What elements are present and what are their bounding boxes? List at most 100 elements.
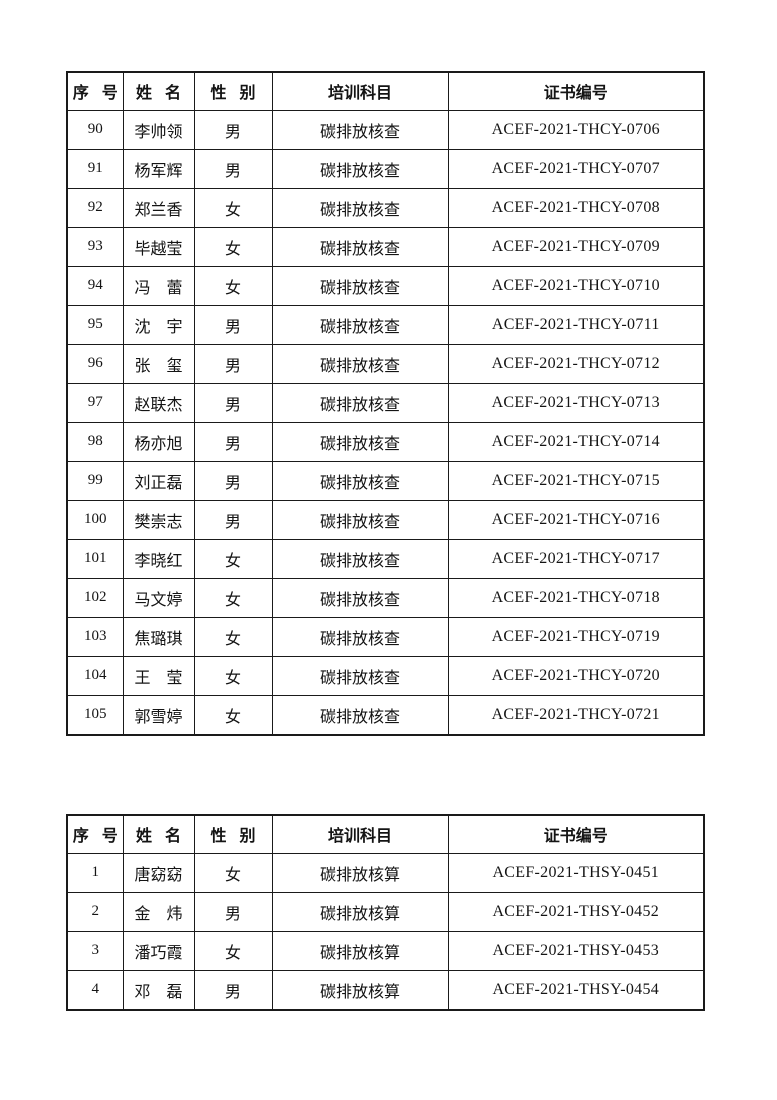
cell-certificate-number: ACEF-2021-THCY-0720 — [447, 655, 705, 696]
cell-gender: 男 — [193, 109, 273, 150]
column-header-name: 姓 名 — [122, 71, 195, 111]
cell-name: 杨军辉 — [122, 148, 195, 189]
cell-training-subject: 碳排放核查 — [271, 538, 449, 579]
cell-certificate-number: ACEF-2021-THSY-0451 — [447, 852, 705, 893]
cell-training-subject: 碳排放核查 — [271, 499, 449, 540]
cell-name: 樊崇志 — [122, 499, 195, 540]
cell-gender: 男 — [193, 148, 273, 189]
column-header-serial-number: 序 号 — [66, 71, 124, 111]
table-header-row: 序 号姓 名性 别培训科目 证书编号 — [66, 814, 705, 854]
cell-certificate-number: ACEF-2021-THCY-0706 — [447, 109, 705, 150]
table-row: 100 樊崇志男碳排放核查 ACEF-2021-THCY-0716 — [66, 499, 705, 540]
column-header-certificate-number: 证书编号 — [447, 71, 705, 111]
cell-training-subject: 碳排放核查 — [271, 616, 449, 657]
cell-gender: 男 — [193, 304, 273, 345]
column-header-training-subject: 培训科目 — [271, 71, 449, 111]
table-row: 99 刘正磊男碳排放核查 ACEF-2021-THCY-0715 — [66, 460, 705, 501]
table-header-row: 序 号姓 名性 别培训科目 证书编号 — [66, 71, 705, 111]
column-header-gender: 性 别 — [193, 71, 273, 111]
cell-name: 王 莹 — [122, 655, 195, 696]
cell-name: 金 炜 — [122, 891, 195, 932]
cell-serial-number: 104 — [66, 655, 124, 696]
cell-certificate-number: ACEF-2021-THCY-0717 — [447, 538, 705, 579]
table-row: 3 潘巧霞女碳排放核算 ACEF-2021-THSY-0453 — [66, 930, 705, 971]
cell-certificate-number: ACEF-2021-THCY-0714 — [447, 421, 705, 462]
cell-serial-number: 93 — [66, 226, 124, 267]
cell-name: 焦璐琪 — [122, 616, 195, 657]
cell-serial-number: 105 — [66, 694, 124, 735]
cell-certificate-number: ACEF-2021-THCY-0716 — [447, 499, 705, 540]
column-header-gender: 性 别 — [193, 814, 273, 854]
cell-name: 郭雪婷 — [122, 694, 195, 735]
cell-training-subject: 碳排放核查 — [271, 382, 449, 423]
cell-name: 沈 宇 — [122, 304, 195, 345]
cell-serial-number: 90 — [66, 109, 124, 150]
cell-gender: 男 — [193, 343, 273, 384]
cell-name: 李晓红 — [122, 538, 195, 579]
cell-gender: 女 — [193, 265, 273, 306]
cell-training-subject: 碳排放核查 — [271, 226, 449, 267]
column-header-name: 姓 名 — [122, 814, 195, 854]
cell-name: 赵联杰 — [122, 382, 195, 423]
cell-serial-number: 101 — [66, 538, 124, 579]
table-row: 91 杨军辉男碳排放核查 ACEF-2021-THCY-0707 — [66, 148, 705, 189]
cell-serial-number: 95 — [66, 304, 124, 345]
cell-gender: 女 — [193, 852, 273, 893]
cell-training-subject: 碳排放核查 — [271, 304, 449, 345]
cell-name: 郑兰香 — [122, 187, 195, 228]
cell-gender: 女 — [193, 538, 273, 579]
cell-gender: 男 — [193, 969, 273, 1010]
cell-training-subject: 碳排放核算 — [271, 852, 449, 893]
cell-certificate-number: ACEF-2021-THCY-0715 — [447, 460, 705, 501]
cell-serial-number: 94 — [66, 265, 124, 306]
cell-name: 李帅领 — [122, 109, 195, 150]
cell-gender: 男 — [193, 499, 273, 540]
cell-gender: 女 — [193, 226, 273, 267]
cell-serial-number: 2 — [66, 891, 124, 932]
cell-training-subject: 碳排放核查 — [271, 109, 449, 150]
cell-certificate-number: ACEF-2021-THCY-0721 — [447, 694, 705, 735]
table-row: 105 郭雪婷女碳排放核查 ACEF-2021-THCY-0721 — [66, 694, 705, 735]
table-row: 102 马文婷女碳排放核查 ACEF-2021-THCY-0718 — [66, 577, 705, 618]
cell-training-subject: 碳排放核查 — [271, 148, 449, 189]
table-row: 103 焦璐琪女碳排放核查 ACEF-2021-THCY-0719 — [66, 616, 705, 657]
cell-certificate-number: ACEF-2021-THCY-0712 — [447, 343, 705, 384]
cell-serial-number: 98 — [66, 421, 124, 462]
cell-certificate-number: ACEF-2021-THCY-0709 — [447, 226, 705, 267]
cell-certificate-number: ACEF-2021-THCY-0713 — [447, 382, 705, 423]
cell-training-subject: 碳排放核查 — [271, 460, 449, 501]
cell-certificate-number: ACEF-2021-THCY-0711 — [447, 304, 705, 345]
cell-serial-number: 96 — [66, 343, 124, 384]
certificate-table-thsy: 序 号姓 名性 别培训科目 证书编号 1 唐窈窈女碳排放核算 ACEF-2021-TH… — [66, 814, 705, 1011]
table-row: 96 张 玺男碳排放核查 ACEF-2021-THCY-0712 — [66, 343, 705, 384]
table-row: 93 毕越莹女碳排放核查 ACEF-2021-THCY-0709 — [66, 226, 705, 267]
cell-certificate-number: ACEF-2021-THCY-0710 — [447, 265, 705, 306]
cell-training-subject: 碳排放核查 — [271, 655, 449, 696]
cell-serial-number: 92 — [66, 187, 124, 228]
table-row: 92 郑兰香女碳排放核查 ACEF-2021-THCY-0708 — [66, 187, 705, 228]
table-row: 1 唐窈窈女碳排放核算 ACEF-2021-THSY-0451 — [66, 852, 705, 893]
cell-serial-number: 103 — [66, 616, 124, 657]
cell-certificate-number: ACEF-2021-THCY-0708 — [447, 187, 705, 228]
table-row: 97 赵联杰男碳排放核查 ACEF-2021-THCY-0713 — [66, 382, 705, 423]
cell-training-subject: 碳排放核算 — [271, 969, 449, 1010]
cell-gender: 男 — [193, 460, 273, 501]
cell-certificate-number: ACEF-2021-THSY-0454 — [447, 969, 705, 1010]
cell-gender: 男 — [193, 421, 273, 462]
cell-name: 张 玺 — [122, 343, 195, 384]
cell-certificate-number: ACEF-2021-THSY-0453 — [447, 930, 705, 971]
cell-training-subject: 碳排放核算 — [271, 891, 449, 932]
cell-name: 邓 磊 — [122, 969, 195, 1010]
cell-serial-number: 3 — [66, 930, 124, 971]
cell-serial-number: 102 — [66, 577, 124, 618]
cell-gender: 男 — [193, 891, 273, 932]
cell-serial-number: 97 — [66, 382, 124, 423]
cell-name: 杨亦旭 — [122, 421, 195, 462]
cell-gender: 女 — [193, 694, 273, 735]
column-header-serial-number: 序 号 — [66, 814, 124, 854]
cell-training-subject: 碳排放核查 — [271, 694, 449, 735]
cell-serial-number: 99 — [66, 460, 124, 501]
cell-serial-number: 1 — [66, 852, 124, 893]
